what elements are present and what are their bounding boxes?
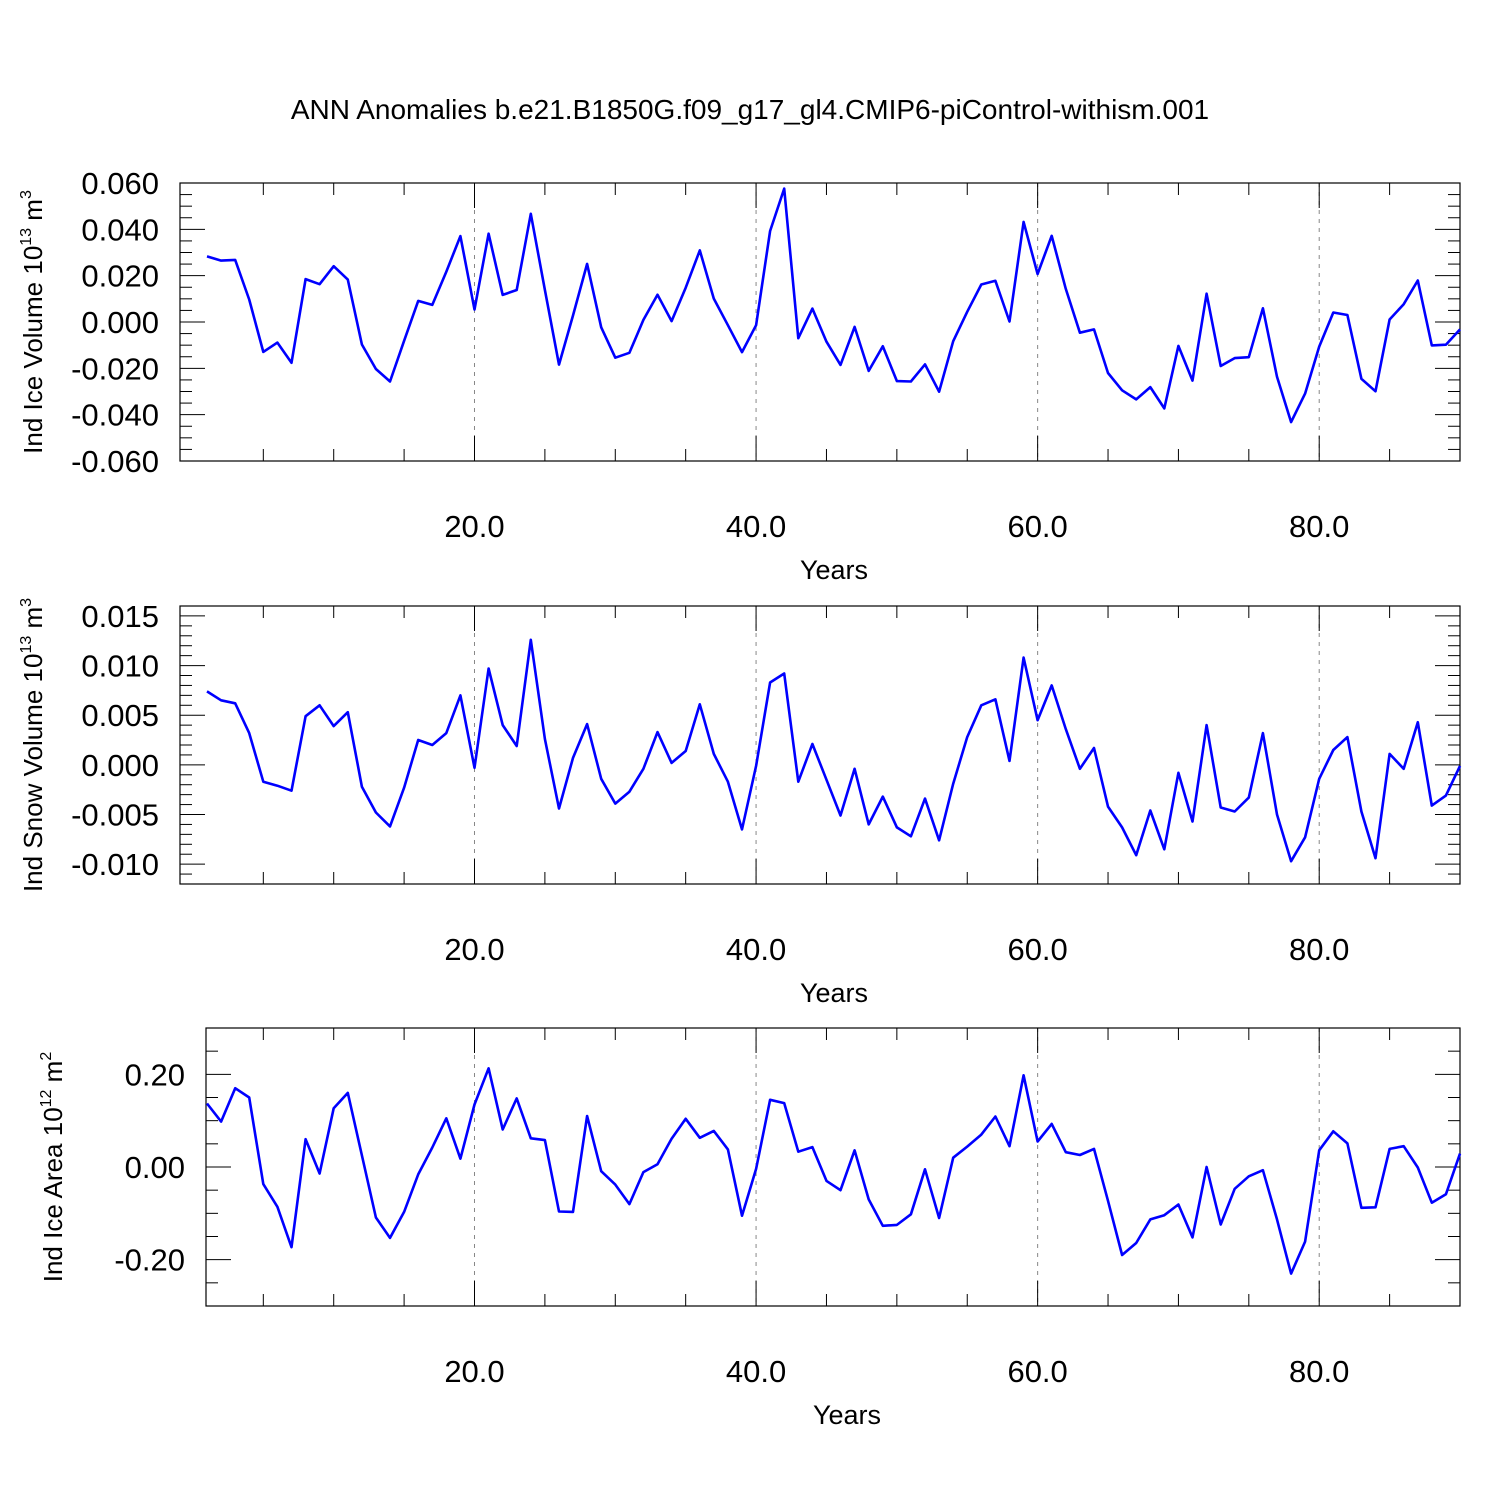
- snow-volume-y-tick-label: 0.000: [81, 748, 159, 783]
- ice-volume-y-tick-label: 0.060: [81, 166, 159, 201]
- ice-area-y-tick-label: 0.20: [125, 1057, 185, 1092]
- ice-area-x-tick-label: 80.0: [1289, 1354, 1349, 1389]
- ice-volume-y-axis-title: Ind Ice Volume 1013 m3: [18, 190, 48, 454]
- ice-volume-x-tick-label: 80.0: [1289, 509, 1349, 544]
- ice-area-series-line: [205, 1067, 1462, 1275]
- ice-area-y-tick-label: 0.00: [125, 1150, 185, 1185]
- snow-volume-y-tick-label: 0.010: [81, 649, 159, 684]
- snow-volume-x-tick-label: 40.0: [726, 932, 786, 967]
- snow-volume-x-tick-label: 80.0: [1289, 932, 1349, 967]
- ice-area-x-tick-label: 20.0: [444, 1354, 504, 1389]
- snow-volume-y-tick-label: 0.015: [81, 599, 159, 634]
- ice-volume-y-tick-label: -0.060: [71, 444, 159, 479]
- panel-snow-volume: -0.010 -0.005 0.000 0.005 0.010 0.015 20.0 40.0…: [18, 598, 1462, 1008]
- snow-volume-x-tick-label: 20.0: [444, 932, 504, 967]
- ice-volume-x-axis-title: Years: [800, 555, 868, 585]
- snow-volume-y-tick-label: 0.005: [81, 698, 159, 733]
- ice-volume-y-tick-label: 0.020: [81, 259, 159, 294]
- ice-volume-y-tick-label: -0.020: [71, 351, 159, 386]
- snow-volume-series-line: [206, 638, 1462, 863]
- chart-title: ANN Anomalies b.e21.B1850G.f09_g17_gl4.C…: [290, 94, 1210, 125]
- ice-area-plot-frame: [205, 1027, 1461, 1307]
- snow-volume-plot-frame: [179, 605, 1461, 885]
- panel-ice-area: -0.20 0.00 0.20 20.0 40.0 60.0 80.0 Years Ind Ic…: [38, 1027, 1462, 1430]
- ice-area-x-tick-label: 60.0: [1007, 1354, 1067, 1389]
- ice-volume-y-tick-label: 0.000: [81, 305, 159, 340]
- panel-ice-volume: -0.060 -0.040 -0.020 0.000 0.020 0.040 0.060 20…: [18, 166, 1461, 585]
- ice-volume-y-tick-label: 0.040: [81, 212, 159, 247]
- ice-volume-x-tick-label: 40.0: [726, 509, 786, 544]
- ice-volume-series-line: [206, 187, 1461, 424]
- ice-volume-plot-frame: [179, 182, 1461, 462]
- ice-volume-y-tick-label: -0.040: [71, 398, 159, 433]
- ice-volume-x-tick-label: 20.0: [444, 509, 504, 544]
- ice-area-y-tick-label: -0.20: [114, 1243, 185, 1278]
- ice-area-x-tick-label: 40.0: [726, 1354, 786, 1389]
- ice-volume-x-tick-label: 60.0: [1007, 509, 1067, 544]
- snow-volume-y-axis-title: Ind Snow Volume 1013 m3: [18, 598, 48, 892]
- snow-volume-x-axis-title: Years: [800, 978, 868, 1008]
- snow-volume-x-tick-label: 60.0: [1007, 932, 1067, 967]
- ice-area-x-axis-title: Years: [813, 1400, 881, 1430]
- ice-area-y-axis-title: Ind Ice Area 1012 m2: [38, 1052, 68, 1283]
- snow-volume-y-tick-label: -0.005: [71, 798, 159, 833]
- snow-volume-y-tick-label: -0.010: [71, 847, 159, 882]
